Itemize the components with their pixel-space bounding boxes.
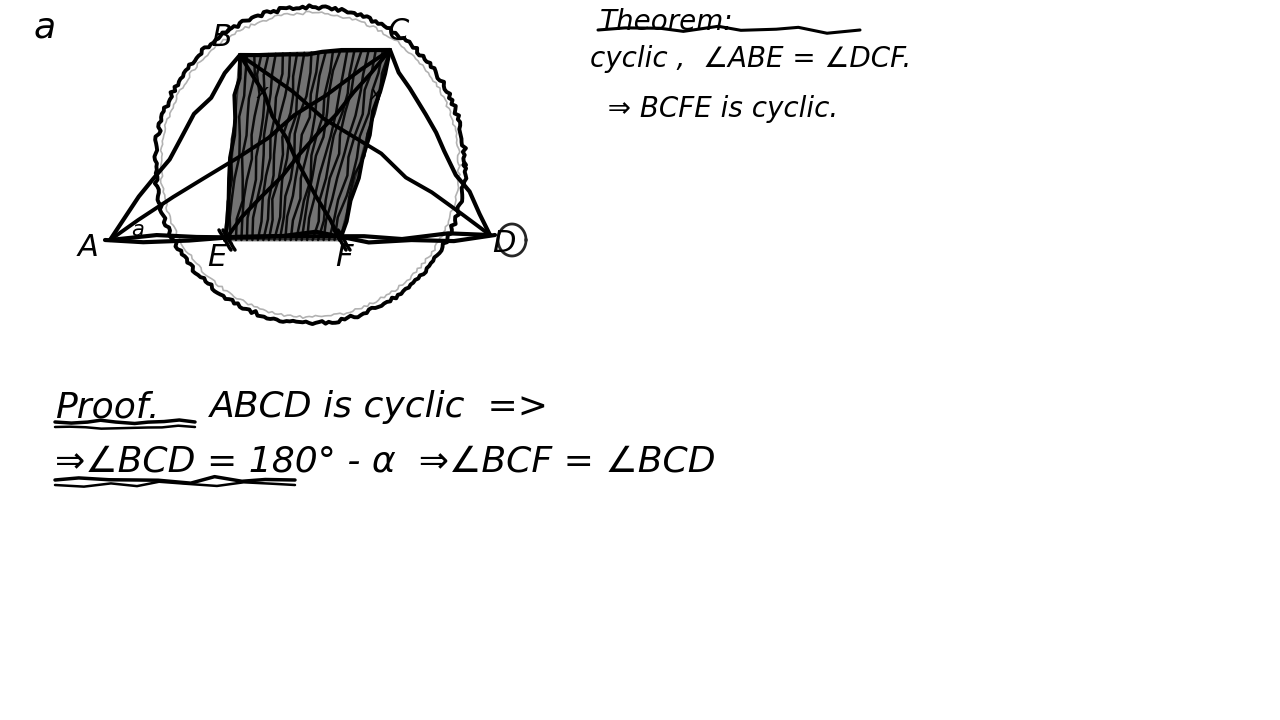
Text: E: E: [207, 243, 227, 272]
Text: D: D: [493, 228, 516, 258]
Text: C: C: [388, 17, 408, 47]
Text: cyclic ,  ∠ABE = ∠DCF.: cyclic , ∠ABE = ∠DCF.: [590, 45, 911, 73]
Text: ⇒ BCFE is cyclic.: ⇒ BCFE is cyclic.: [590, 95, 838, 123]
Text: A: A: [78, 233, 99, 263]
Text: ⇒∠BCD = 180° - α  ⇒∠BCF = ∠BCD: ⇒∠BCD = 180° - α ⇒∠BCF = ∠BCD: [55, 445, 716, 479]
Text: a: a: [132, 220, 145, 240]
Text: ABCD is cyclic  =>: ABCD is cyclic =>: [210, 390, 549, 424]
Polygon shape: [225, 50, 390, 240]
Text: B: B: [211, 22, 233, 52]
Text: Proof.: Proof.: [55, 390, 160, 424]
Text: x: x: [256, 84, 268, 102]
Text: x: x: [369, 86, 380, 104]
Text: Theorem:: Theorem:: [600, 8, 733, 36]
Text: a: a: [35, 10, 56, 44]
Text: F: F: [335, 243, 353, 272]
